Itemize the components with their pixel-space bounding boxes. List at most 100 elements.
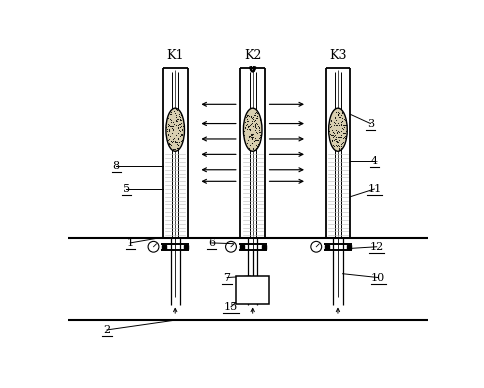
Point <box>338 118 346 124</box>
Point <box>333 111 341 118</box>
Point <box>175 126 182 133</box>
Text: 2: 2 <box>104 325 110 335</box>
Point <box>164 126 171 132</box>
Point <box>166 140 173 146</box>
Point <box>330 143 338 149</box>
Text: 11: 11 <box>367 184 381 194</box>
Point <box>252 114 259 121</box>
Text: 3: 3 <box>367 119 374 128</box>
Point <box>248 118 256 124</box>
Point <box>253 137 260 143</box>
Point <box>333 142 340 148</box>
Point <box>337 119 345 125</box>
Point <box>169 136 177 142</box>
Point <box>341 122 349 128</box>
Point <box>251 122 259 128</box>
Point <box>249 116 257 122</box>
Point <box>241 118 249 125</box>
Point <box>173 118 181 124</box>
Point <box>253 113 261 119</box>
Point <box>256 116 264 122</box>
Point <box>167 138 175 144</box>
Point <box>172 118 180 125</box>
Point <box>253 115 260 121</box>
Point <box>180 122 188 128</box>
Point <box>253 109 260 115</box>
Point <box>176 133 183 139</box>
Point <box>325 128 333 134</box>
Point <box>339 122 347 128</box>
Point <box>176 117 184 123</box>
Point <box>339 135 347 141</box>
Point <box>342 128 350 135</box>
Point <box>329 134 337 140</box>
Point <box>244 118 252 124</box>
Point <box>338 110 346 116</box>
Point <box>165 127 173 133</box>
Point <box>339 139 347 146</box>
Point <box>341 130 349 137</box>
Point <box>166 123 174 129</box>
Point <box>329 137 336 143</box>
Point <box>250 111 258 118</box>
Ellipse shape <box>166 108 184 151</box>
Point <box>255 129 263 135</box>
Point <box>248 131 256 137</box>
Point <box>244 124 252 130</box>
Point <box>337 121 345 127</box>
Point <box>178 132 186 139</box>
Point <box>257 134 264 140</box>
Point <box>341 133 348 139</box>
Point <box>175 113 182 119</box>
Point <box>252 123 259 129</box>
Point <box>173 141 181 147</box>
Point <box>246 126 254 132</box>
Point <box>335 145 343 151</box>
Point <box>338 109 346 115</box>
Point <box>176 114 184 120</box>
Point <box>166 122 173 128</box>
Point <box>177 138 184 144</box>
Point <box>251 138 258 144</box>
Point <box>167 138 175 144</box>
Text: 6: 6 <box>208 238 215 248</box>
Point <box>337 122 345 128</box>
Point <box>172 139 180 145</box>
Text: K1: K1 <box>166 49 184 62</box>
Point <box>335 122 343 128</box>
Point <box>334 142 342 148</box>
Point <box>254 121 261 127</box>
Point <box>242 125 249 131</box>
Point <box>244 133 252 140</box>
Point <box>332 109 339 115</box>
Point <box>336 134 344 140</box>
Point <box>167 142 175 148</box>
Point <box>252 142 260 148</box>
Point <box>251 112 259 118</box>
Point <box>332 138 339 144</box>
Point <box>333 116 340 123</box>
Point <box>254 137 262 143</box>
Point <box>174 139 182 145</box>
Point <box>247 113 255 120</box>
Point <box>255 135 262 141</box>
Point <box>175 111 183 117</box>
Point <box>334 133 342 140</box>
Point <box>177 120 185 126</box>
Point <box>331 115 339 121</box>
Point <box>242 114 250 120</box>
Point <box>251 117 259 123</box>
Point <box>248 136 256 142</box>
Point <box>241 128 248 134</box>
Point <box>340 124 348 130</box>
Point <box>251 124 258 130</box>
Point <box>246 122 254 128</box>
Point <box>164 132 172 139</box>
Point <box>249 132 257 138</box>
Point <box>172 117 180 123</box>
Point <box>170 135 178 141</box>
Point <box>174 125 182 131</box>
Point <box>176 124 184 130</box>
Point <box>171 139 179 145</box>
Point <box>336 114 344 120</box>
